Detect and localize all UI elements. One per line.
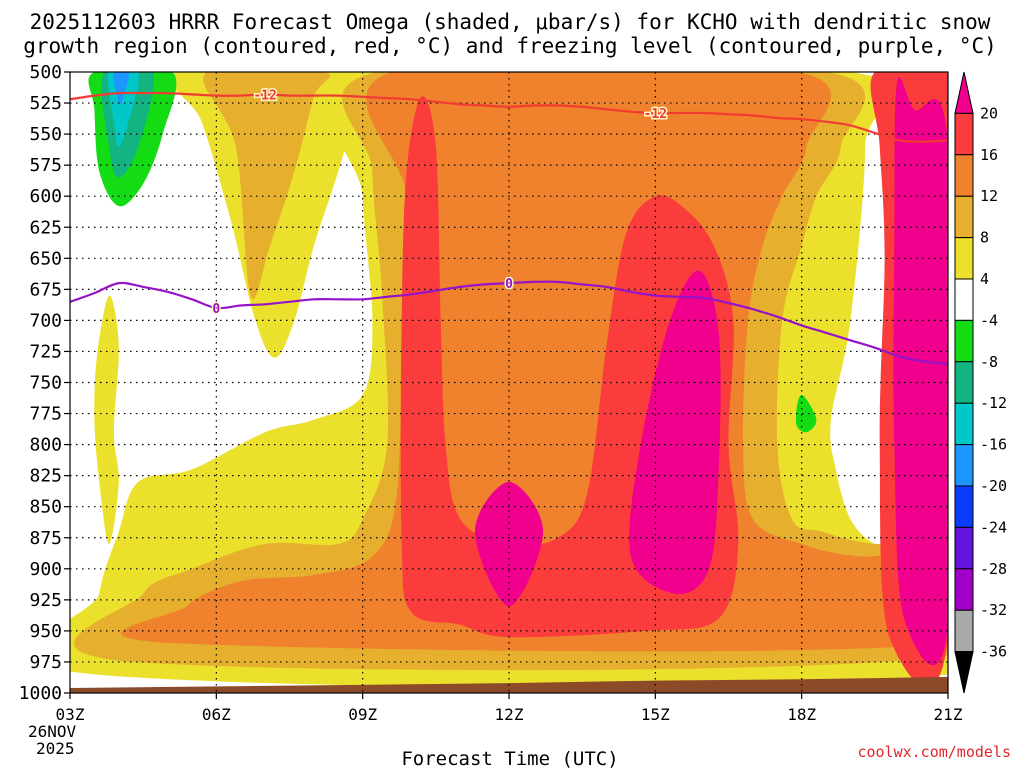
colorbar-tick-label: 4 (980, 270, 989, 288)
contour-label: 0 (505, 277, 513, 292)
y-tick-label: 875 (29, 528, 62, 549)
colorbar-swatch (954, 154, 974, 197)
contour-label: 0 (212, 302, 220, 317)
gridlines (70, 72, 948, 693)
omega-shade-region (474, 481, 544, 607)
colorbar-swatch (954, 485, 974, 528)
time-axis: 03Z 06Z 09Z 12Z 15Z 18Z 21Z (56, 693, 963, 724)
colorbar-swatch (954, 609, 974, 653)
x-tick-label: 03Z (56, 705, 85, 724)
colorbar-swatch (954, 319, 974, 363)
y-tick-label: 825 (29, 466, 62, 487)
date-label-year: 2025 (36, 739, 75, 758)
y-tick-label: 600 (29, 186, 62, 207)
colorbar-swatch (954, 568, 974, 611)
y-tick-label: 800 (29, 435, 62, 456)
omega-shade-region (629, 270, 721, 594)
omega-shade-region (107, 72, 139, 147)
colorbar-swatch (954, 444, 974, 487)
colorbar-tick-label: 12 (980, 187, 998, 205)
y-tick-label: 625 (29, 217, 62, 238)
omega-shade-region (893, 77, 948, 666)
y-tick-label: 850 (29, 497, 62, 518)
contour-line (70, 280, 948, 365)
x-tick-label: 06Z (202, 705, 231, 724)
colorbar-tick-label: 8 (980, 229, 989, 247)
contour-label: -12 (253, 88, 276, 103)
y-tick-label: 700 (29, 310, 62, 331)
omega-shade-region (203, 72, 331, 299)
y-tick-label: 500 (29, 62, 62, 83)
chart-title-line-2: growth region (contoured, red, °C) and f… (23, 34, 997, 58)
colorbar-tick-label: -8 (980, 353, 998, 371)
x-tick-label: 09Z (348, 705, 377, 724)
colorbar-swatch (954, 526, 974, 570)
colorbar-swatch (954, 71, 974, 114)
x-tick-label: 21Z (934, 705, 963, 724)
omega-shade-region (94, 295, 119, 544)
y-tick-label: 550 (29, 124, 62, 145)
y-tick-label: 675 (29, 279, 62, 300)
colorbar-tick-label: -36 (980, 643, 1007, 661)
colorbar-tick-label: -16 (980, 436, 1007, 454)
y-tick-label: 950 (29, 621, 62, 642)
colorbar-tick-label: -32 (980, 601, 1007, 619)
y-tick-label: 575 (29, 155, 62, 176)
colorbar-swatch (954, 278, 974, 321)
colorbar-swatch (954, 402, 974, 446)
y-tick-label: 1000 (19, 683, 62, 704)
y-tick-label: 775 (29, 404, 62, 425)
y-tick-label: 975 (29, 652, 62, 673)
colorbar-tick-label: 16 (980, 146, 998, 164)
contour-label: -12 (644, 107, 667, 122)
colorbar-swatch (954, 651, 974, 694)
omega-shading (70, 72, 948, 693)
plot-area: -12 -12 0 0 (69, 71, 949, 694)
y-tick-label: 900 (29, 559, 62, 580)
colorbar-tick-label: -28 (980, 560, 1007, 578)
colorbar-tick-label: -4 (980, 311, 998, 329)
omega-shade-region (795, 394, 817, 433)
omega-shade-region (113, 72, 129, 105)
colorbar-swatch (954, 195, 974, 239)
x-axis-label: Forecast Time (UTC) (401, 748, 618, 768)
x-tick-label: 15Z (641, 705, 670, 724)
omega-shade-region (121, 72, 948, 652)
x-tick-label: 18Z (787, 705, 816, 724)
contour-line (70, 91, 948, 143)
colorbar-tick-label: -20 (980, 477, 1007, 495)
colorbar-tick-label: -24 (980, 518, 1007, 536)
date-label-day: 26NOV (28, 722, 77, 741)
x-tick-label: 12Z (495, 705, 524, 724)
colorbar-swatch (954, 361, 974, 404)
chart-title-line-1: 2025112603 HRRR Forecast Omega (shaded, … (30, 10, 991, 34)
pressure-axis: 500 525 550 575 600 625 650 675 700 725 750 775 800 8… (19, 62, 70, 704)
colorbar-swatch (954, 237, 974, 280)
contours: -12 -12 0 0 (70, 87, 948, 365)
colorbar-tick-label: -12 (980, 394, 1007, 412)
y-tick-label: 925 (29, 590, 62, 611)
colorbar: 20 16 12 8 4 -4 -8 -12 -16 -20 -24 -28 -32 -36 (954, 71, 1007, 694)
y-tick-label: 750 (29, 373, 62, 394)
colorbar-swatch (954, 112, 974, 156)
y-tick-label: 650 (29, 248, 62, 269)
y-tick-label: 725 (29, 341, 62, 362)
credit-link[interactable]: coolwx.com/models (857, 743, 1011, 761)
colorbar-tick-label: 20 (980, 104, 998, 122)
y-tick-label: 525 (29, 93, 62, 114)
